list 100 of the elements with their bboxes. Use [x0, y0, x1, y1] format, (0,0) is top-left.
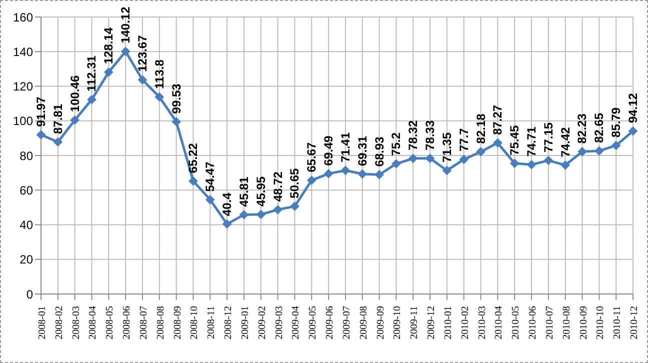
- y-tick-label: 140: [12, 44, 34, 59]
- data-label: 94.12: [626, 92, 640, 124]
- x-tick-label: 2009-09: [375, 306, 386, 340]
- data-label: 45.95: [254, 176, 268, 206]
- data-label: 87.27: [490, 104, 505, 135]
- data-label: 69.31: [355, 136, 370, 166]
- point: [392, 159, 401, 168]
- data-label: 50.65: [288, 168, 302, 198]
- x-tick-label: 2009-01: [240, 306, 251, 340]
- data-label: 77.7: [456, 128, 471, 152]
- data-label: 77.15: [541, 122, 556, 152]
- data-label: 75.2: [389, 132, 404, 156]
- point: [188, 176, 198, 186]
- point: [374, 170, 384, 180]
- x-tick-label: 2008-11: [206, 306, 218, 339]
- point: [324, 169, 334, 178]
- point: [560, 160, 570, 170]
- point: [222, 220, 232, 229]
- point: [87, 95, 96, 104]
- x-tick-label: 2009-03: [274, 306, 285, 340]
- y-tick-label: 20: [20, 252, 34, 267]
- x-tick-label: 2009-12: [426, 306, 438, 340]
- point: [544, 156, 553, 165]
- x-tick-label: 2008-06: [122, 306, 133, 340]
- x-tick-label: 2010-10: [595, 306, 606, 340]
- point: [442, 166, 452, 175]
- data-label: 82.18: [474, 113, 488, 144]
- data-label: 65.67: [304, 142, 319, 172]
- x-tick-label: 2009-07: [341, 306, 352, 340]
- x-tick-label: 2010-12: [629, 306, 640, 340]
- point: [70, 116, 80, 125]
- x-tick-label: 2010-01: [442, 306, 454, 340]
- point: [206, 195, 215, 204]
- x-tick-label: 2009-10: [392, 306, 404, 340]
- y-tick-label: 40: [20, 218, 34, 232]
- point: [527, 160, 536, 170]
- data-label: 71.41: [338, 132, 352, 162]
- point: [290, 202, 300, 211]
- x-tick-label: 2008-01: [37, 306, 48, 340]
- point: [594, 146, 604, 156]
- point: [239, 210, 248, 220]
- data-label: 75.45: [508, 125, 522, 156]
- x-tick-label: 2009-05: [308, 306, 319, 340]
- point: [154, 92, 164, 102]
- x-tick-label: 2010-08: [561, 306, 572, 340]
- point: [426, 154, 435, 163]
- y-tick-label: 100: [12, 114, 34, 128]
- x-tick-label: 2010-06: [528, 306, 539, 340]
- point: [53, 137, 62, 146]
- point: [104, 68, 114, 77]
- point: [256, 210, 266, 219]
- point: [36, 130, 46, 140]
- point: [121, 46, 130, 56]
- point: [628, 126, 638, 136]
- data-label: 113.8: [152, 59, 166, 89]
- x-tick-label: 2008-04: [88, 306, 99, 340]
- data-label: 65.22: [186, 142, 200, 174]
- y-tick-label: 60: [20, 183, 34, 198]
- y-tick-label: 120: [12, 80, 34, 94]
- x-tick-label: 2009-11: [409, 306, 420, 339]
- x-tick-label: 2010-07: [544, 306, 556, 340]
- point: [510, 158, 520, 168]
- data-label: 112.31: [84, 55, 99, 92]
- data-label: 123.67: [135, 34, 150, 72]
- x-tick-label: 2008-07: [138, 306, 150, 340]
- data-label: 71.35: [440, 132, 454, 162]
- point: [273, 205, 282, 214]
- y-tick-label: 0: [26, 287, 34, 302]
- data-label: 140.12: [118, 6, 133, 44]
- point: [459, 154, 468, 164]
- data-label: 87.81: [50, 104, 65, 134]
- y-tick-label: 160: [12, 10, 34, 24]
- point: [408, 154, 418, 163]
- data-label: 45.81: [236, 176, 251, 207]
- data-label: 69.49: [322, 135, 336, 166]
- x-tick-label: 2010-11: [612, 306, 624, 339]
- point: [138, 75, 147, 84]
- x-tick-label: 2008-05: [104, 306, 116, 340]
- x-tick-label: 2008-08: [155, 306, 166, 340]
- x-tick-label: 2008-12: [223, 306, 234, 340]
- x-tick-label: 2010-03: [476, 306, 488, 340]
- data-label: 54.47: [203, 161, 218, 192]
- data-label: 99.53: [169, 83, 184, 114]
- data-label: 128.14: [102, 27, 116, 64]
- x-tick-label: 2010-05: [510, 306, 522, 340]
- data-label: 78.32: [406, 120, 420, 150]
- x-tick-label: 2008-09: [172, 306, 184, 340]
- x-tick-label: 2010-02: [460, 306, 471, 340]
- data-label: 82.65: [592, 112, 606, 143]
- point: [358, 170, 367, 179]
- data-label: 100.46: [68, 75, 82, 112]
- data-label: 91.97: [34, 96, 48, 127]
- data-label: 78.33: [423, 120, 438, 150]
- x-tick-label: 2010-09: [578, 306, 590, 340]
- x-tick-label: 2008-10: [189, 306, 200, 340]
- data-label: 74.42: [558, 126, 572, 158]
- point: [307, 176, 316, 185]
- data-label: 48.72: [270, 171, 285, 202]
- x-tick-label: 2008-03: [70, 306, 82, 340]
- point: [578, 147, 587, 156]
